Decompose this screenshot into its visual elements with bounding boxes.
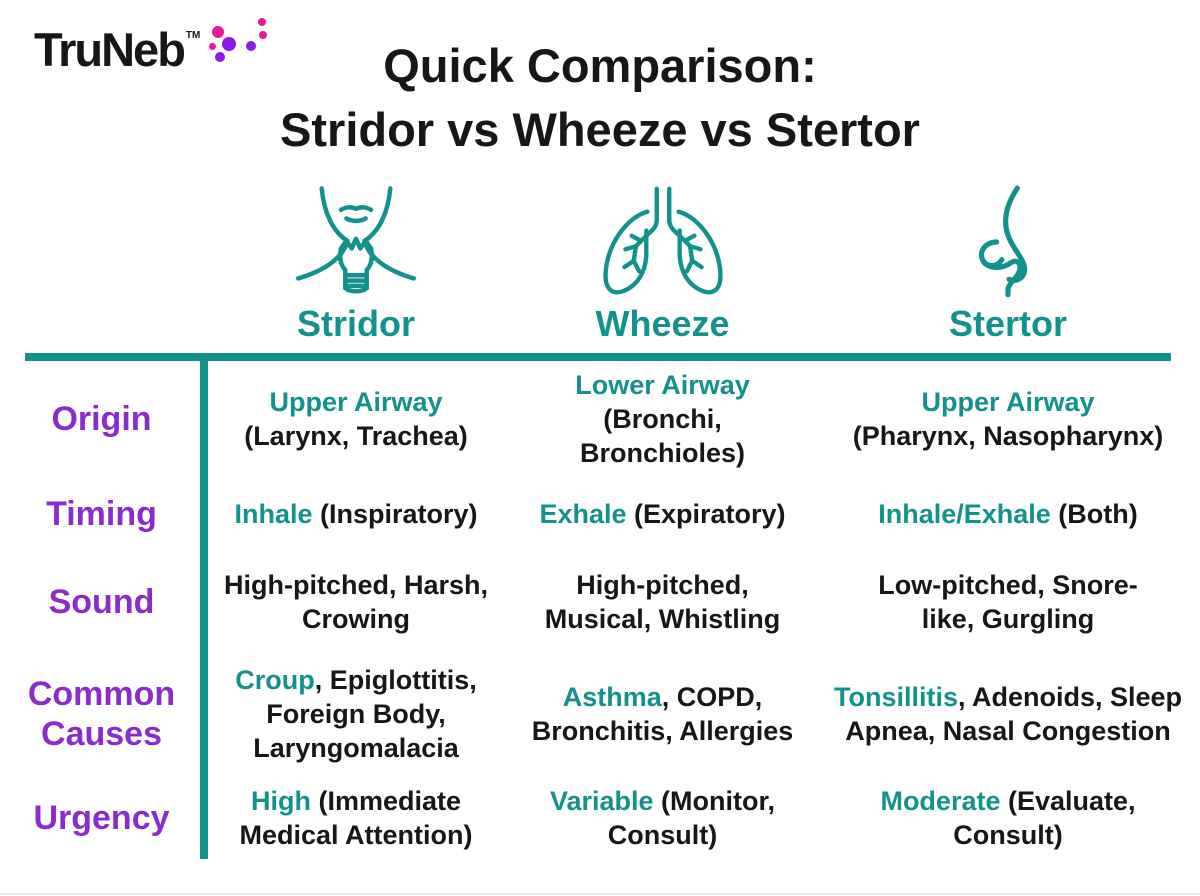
cell-text: (Evaluate, Consult) [953, 786, 1136, 850]
cell-sound-wheeze: High-pitched, Musical, Whistling [509, 552, 816, 652]
column-label-wheeze: Wheeze [595, 303, 730, 344]
cell-highlight: Upper Airway [269, 386, 443, 417]
cell-sound-stridor: High-pitched, Harsh, Crowing [203, 552, 509, 652]
row-label-sound: Sound [48, 583, 155, 621]
cell-highlight: Inhale [234, 499, 313, 529]
cell-origin-stridor: Upper Airway (Larynx, Trachea) [203, 361, 509, 476]
row-label-timing: Timing [46, 495, 157, 533]
cell-highlight: Inhale/Exhale [878, 499, 1051, 529]
cell-text: (Immediate Medical Attention) [239, 786, 473, 850]
column-label-stridor: Stridor [296, 303, 415, 344]
cell-urgency-stertor: Moderate (Evaluate, Consult) [816, 776, 1200, 860]
cell-text: , Epiglottitis, Foreign Body, Laryngomal… [253, 665, 477, 763]
cell-text: (Monitor, Consult) [607, 786, 776, 850]
logo: TruNeb TM [34, 18, 267, 77]
cell-text: (Inspiratory) [312, 499, 478, 529]
cell-urgency-wheeze: Variable (Monitor, Consult) [509, 776, 816, 860]
cell-highlight: Moderate [880, 786, 1001, 816]
image-bottom-edge [0, 893, 1200, 895]
cell-timing-wheeze: Exhale (Expiratory) [509, 476, 816, 552]
cell-text: High-pitched, Musical, Whistling [544, 570, 781, 634]
column-stertor: Stertor [816, 182, 1200, 344]
cell-highlight: Lower Airway [575, 369, 750, 400]
row-label-urgency: Urgency [33, 799, 170, 837]
cell-timing-stridor: Inhale (Inspiratory) [203, 476, 509, 552]
cell-timing-stertor: Inhale/Exhale (Both) [816, 476, 1200, 552]
cell-highlight: Exhale [539, 499, 627, 529]
logo-trademark: TM [185, 30, 201, 41]
column-headers: Stridor Wheeze [203, 182, 1200, 344]
table-row-common-causes: Common Causes Croup, Epiglottitis, Forei… [0, 652, 1200, 776]
logo-dot [259, 31, 267, 39]
column-label-stertor: Stertor [948, 303, 1068, 344]
cell-text: , COPD, Bronchitis, Allergies [531, 682, 794, 746]
page-title-line1: Quick Comparison: [383, 39, 817, 92]
cell-sound-stertor: Low-pitched, Snore-like, Gurgling [816, 552, 1200, 652]
cell-causes-wheeze: Asthma, COPD, Bronchitis, Allergies [509, 652, 816, 776]
lungs-icon [590, 182, 736, 300]
table-row-timing: Timing Inhale (Inspiratory) Exhale (Expi… [0, 476, 1200, 552]
table-horizontal-rule [25, 353, 1171, 361]
table-row-urgency: Urgency High (Immediate Medical Attentio… [0, 776, 1200, 860]
logo-dot [246, 41, 256, 51]
cell-text: (Bronchi, Bronchioles) [579, 403, 746, 468]
cell-highlight: Croup [235, 665, 315, 695]
cell-causes-stertor: Tonsillitis, Adenoids, Sleep Apnea, Nasa… [816, 652, 1200, 776]
page-title-line2: Stridor vs Wheeze vs Stertor [280, 103, 920, 156]
cell-causes-stridor: Croup, Epiglottitis, Foreign Body, Laryn… [203, 652, 509, 776]
cell-text: (Expiratory) [626, 499, 786, 529]
row-label-origin: Origin [51, 399, 152, 438]
column-stridor: Stridor [203, 182, 509, 344]
logo-dot [222, 37, 236, 51]
cell-highlight: Variable [549, 786, 654, 816]
cell-origin-wheeze: Lower Airway (Bronchi, Bronchioles) [509, 361, 816, 476]
logo-dot [258, 18, 266, 26]
row-label-common-causes: Common Causes [27, 675, 176, 753]
cell-text: (Both) [1050, 499, 1138, 529]
table-row-origin: Origin Upper Airway (Larynx, Trachea) Low… [0, 361, 1200, 476]
cell-highlight: Upper Airway [921, 386, 1095, 417]
nose-icon [961, 182, 1055, 300]
column-wheeze: Wheeze [509, 182, 816, 344]
cell-text: (Pharynx, Nasopharynx) [852, 420, 1164, 451]
table-vertical-rule [200, 361, 208, 859]
page-title: Quick Comparison: Stridor vs Wheeze vs S… [0, 34, 1200, 162]
cell-origin-stertor: Upper Airway (Pharynx, Nasopharynx) [816, 361, 1200, 476]
logo-dot [209, 43, 216, 50]
cell-text: Low-pitched, Snore-like, Gurgling [878, 570, 1138, 634]
cell-highlight: Asthma [562, 682, 662, 712]
cell-text: (Larynx, Trachea) [244, 420, 468, 451]
logo-dot [212, 26, 224, 38]
cell-highlight: Tonsillitis [833, 682, 958, 712]
table-row-sound: Sound High-pitched, Harsh, Crowing High-… [0, 552, 1200, 652]
cell-urgency-stridor: High (Immediate Medical Attention) [203, 776, 509, 860]
cell-text: High-pitched, Harsh, Crowing [223, 570, 488, 634]
logo-text: TruNeb [34, 23, 186, 76]
comparison-table: Origin Upper Airway (Larynx, Trachea) Low… [0, 361, 1200, 860]
logo-dot [215, 52, 225, 62]
throat-larynx-icon [281, 182, 431, 300]
cell-highlight: High [250, 786, 311, 816]
cell-text: , Adenoids, Sleep Apnea, Nasal Congestio… [845, 682, 1183, 746]
